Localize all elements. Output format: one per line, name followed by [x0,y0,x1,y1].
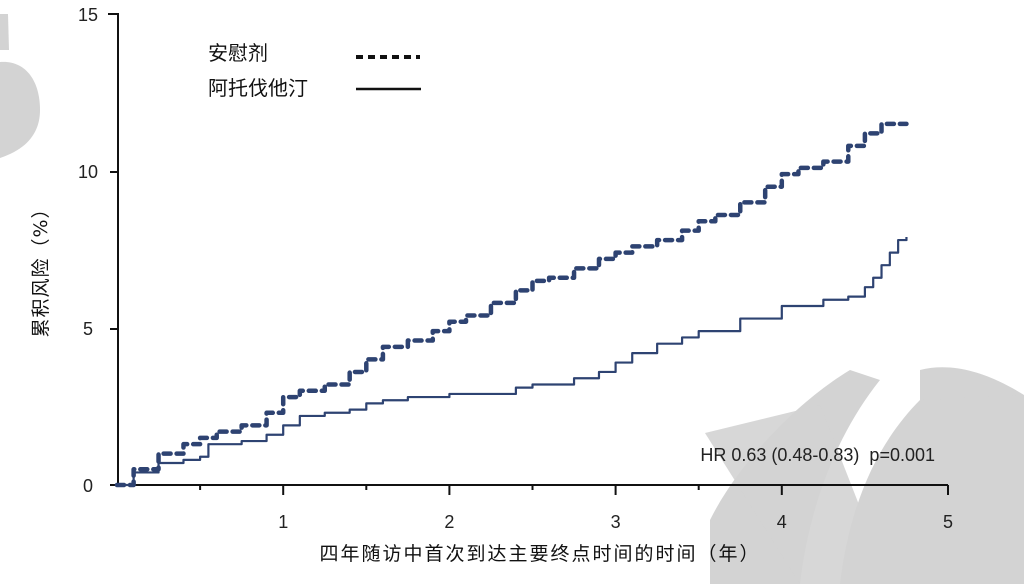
legend-label-placebo: 安慰剂 [208,41,268,65]
x-tick-label: 5 [943,512,953,532]
watermark [0,14,1024,584]
y-tick-label: 5 [83,319,93,339]
y-tick-labels: 0 5 10 15 [78,5,98,496]
series-layer [114,121,909,488]
y-axis [108,13,119,486]
placebo-curve [114,121,909,488]
x-axis [110,484,949,495]
x-tick-label: 2 [444,512,454,532]
atorvastatin-curve [117,236,908,487]
legend: 安慰剂 阿托伐他汀 [208,41,421,100]
x-tick-label: 1 [278,512,288,532]
y-tick-label: 15 [78,5,98,25]
y-tick-label: 0 [83,476,93,496]
x-tick-labels: 1 2 3 4 5 [278,512,953,532]
hazard-ratio-annotation: HR 0.63 (0.48-0.83) p=0.001 [700,445,935,465]
legend-label-atorvastatin: 阿托伐他汀 [208,76,308,100]
x-tick-label: 4 [777,512,787,532]
y-tick-label: 10 [78,162,98,182]
x-axis-title: 四年随访中首次到达主要终点时间的时间（年） [319,543,760,565]
x-tick-label: 3 [611,512,621,532]
y-axis-title: 累积风险（%） [30,198,52,337]
